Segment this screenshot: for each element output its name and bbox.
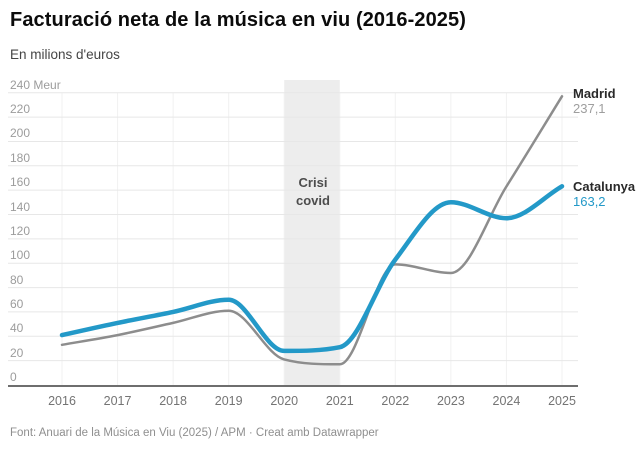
y-axis-tick-label: 240 Meur bbox=[10, 77, 61, 92]
x-axis-tick-label: 2023 bbox=[436, 394, 465, 408]
covid-band-annotation-line1: Crisi bbox=[298, 175, 328, 190]
y-axis-tick-label: 180 bbox=[10, 150, 31, 165]
chart-subtitle: En milions d'euros bbox=[10, 47, 120, 62]
x-axis-tick-label: 2016 bbox=[48, 394, 76, 408]
x-axis-tick-label: 2020 bbox=[270, 394, 299, 408]
y-axis-tick-label: 200 bbox=[10, 126, 31, 141]
covid-band bbox=[284, 80, 340, 387]
x-axis-tick-label: 2017 bbox=[103, 394, 132, 408]
y-axis-tick-label: 220 bbox=[10, 102, 31, 117]
series-value-catalunya: 163,2 bbox=[573, 194, 606, 209]
series-name-catalunya: Catalunya bbox=[573, 179, 636, 194]
x-axis-tick-label: 2024 bbox=[492, 394, 521, 408]
x-axis-tick-label: 2021 bbox=[325, 394, 354, 408]
series-name-madrid: Madrid bbox=[573, 86, 616, 101]
series-label-catalunya: Catalunya 163,2 bbox=[573, 179, 635, 209]
x-axis-tick-label: 2019 bbox=[214, 394, 243, 408]
y-axis-tick-label: 80 bbox=[10, 272, 24, 287]
y-axis-tick-label: 160 bbox=[10, 175, 31, 190]
covid-band-annotation-line2: covid bbox=[296, 193, 330, 208]
chart-title: Facturació neta de la música en viu (201… bbox=[10, 9, 467, 31]
y-axis-tick-label: 20 bbox=[10, 345, 24, 360]
y-axis-tick-label: 120 bbox=[10, 223, 31, 238]
series-value-madrid: 237,1 bbox=[573, 101, 606, 116]
y-axis-tick-label: 0 bbox=[10, 370, 17, 384]
source-attribution: Font: Anuari de la Música en Viu (2025) … bbox=[10, 427, 379, 439]
y-axis-tick-label: 40 bbox=[10, 321, 24, 336]
series-line-catalunya bbox=[59, 184, 565, 354]
x-axis-tick-label: 2022 bbox=[381, 394, 410, 408]
series-label-madrid: Madrid 237,1 bbox=[573, 86, 616, 116]
x-axis-tick-label: 2018 bbox=[159, 394, 188, 408]
covid-band-annotation: Crisi covid bbox=[273, 174, 353, 210]
y-axis-tick-label: 100 bbox=[10, 248, 31, 263]
y-axis-tick-label: 140 bbox=[10, 199, 31, 214]
line-chart-plot bbox=[8, 80, 578, 387]
x-axis-tick-label: 2025 bbox=[548, 394, 576, 408]
y-axis-tick-label: 60 bbox=[10, 296, 24, 311]
